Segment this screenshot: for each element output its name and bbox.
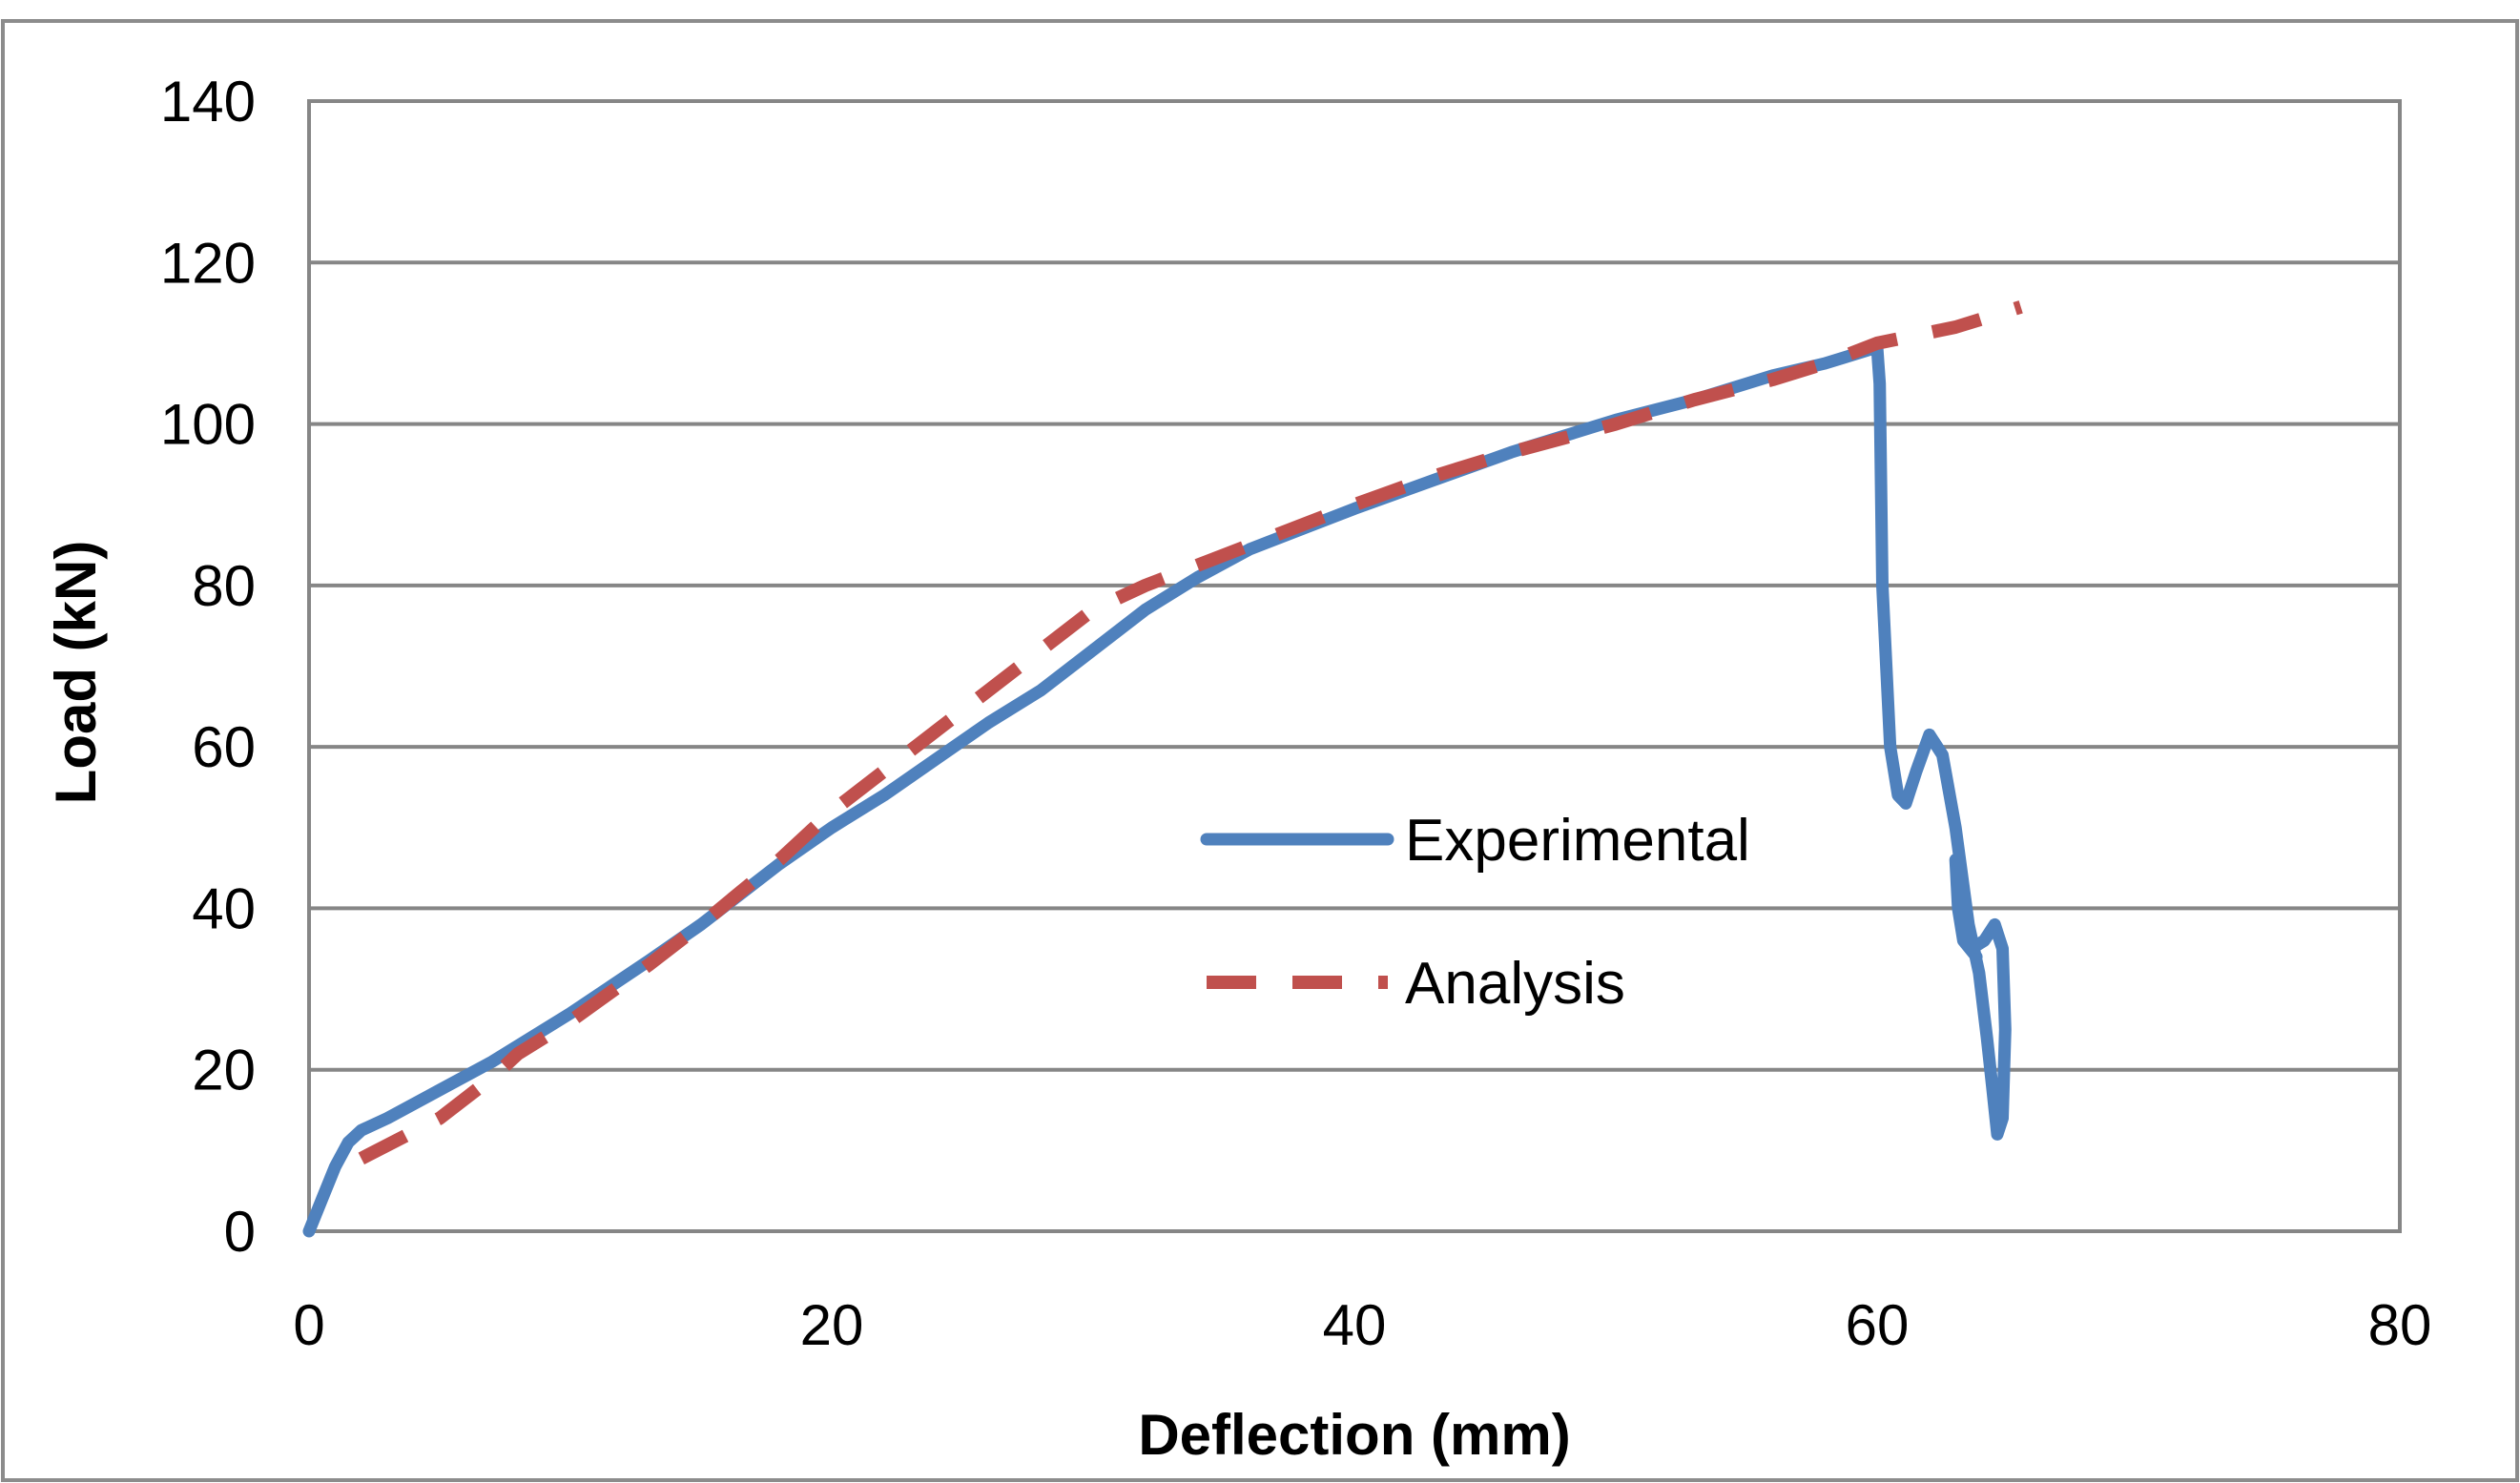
y-tick-label-120: 120 bbox=[160, 231, 256, 295]
x-axis-tick-labels: 0 20 40 60 80 bbox=[293, 1293, 2431, 1357]
y-tick-label-40: 40 bbox=[192, 876, 256, 940]
series-layer bbox=[302, 300, 2023, 1238]
y-tick-label-80: 80 bbox=[192, 554, 256, 618]
plot-area-border bbox=[307, 99, 2402, 1233]
y-axis-title: Load (kN) bbox=[44, 541, 108, 805]
y-tick-label-140: 140 bbox=[160, 70, 256, 134]
legend-label-experimental: Experimental bbox=[1405, 808, 1750, 874]
y-tick-label-60: 60 bbox=[192, 715, 256, 779]
chart-frame bbox=[1, 19, 2519, 1482]
x-tick-label-60: 60 bbox=[1846, 1293, 1910, 1357]
series-line-analysis bbox=[358, 300, 2023, 1165]
legend-label-analysis: Analysis bbox=[1405, 951, 1625, 1017]
y-tick-label-20: 20 bbox=[192, 1039, 256, 1102]
x-tick-label-0: 0 bbox=[293, 1293, 324, 1357]
y-tick-label-100: 100 bbox=[160, 393, 256, 457]
legend: Experimental Analysis bbox=[1200, 808, 1750, 1017]
x-tick-label-40: 40 bbox=[1323, 1293, 1387, 1357]
grid-lines bbox=[309, 260, 2400, 1072]
x-axis-title: Deflection (mm) bbox=[1138, 1403, 1570, 1467]
x-tick-label-20: 20 bbox=[800, 1293, 864, 1357]
x-tick-label-80: 80 bbox=[2368, 1293, 2432, 1357]
y-tick-label-0: 0 bbox=[224, 1200, 256, 1264]
y-axis-tick-labels: 0 20 40 60 80 100 120 140 bbox=[160, 70, 256, 1264]
